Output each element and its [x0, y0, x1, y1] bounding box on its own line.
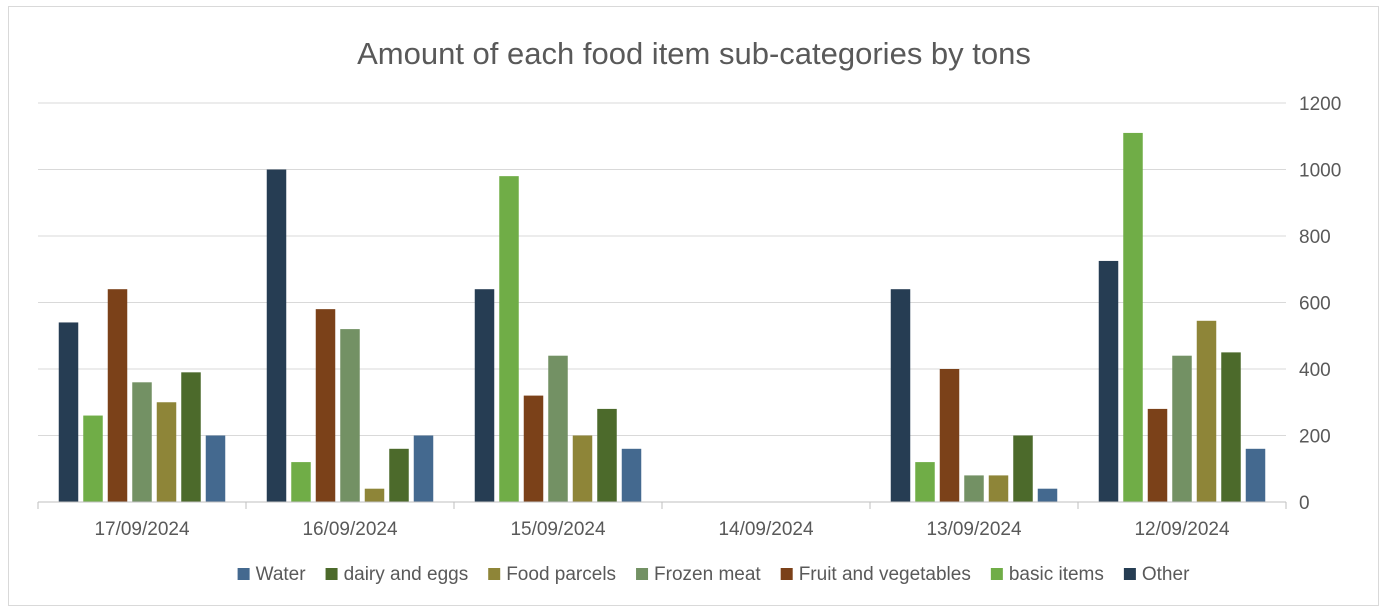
bar-fruit-and-vegetables [939, 369, 960, 502]
bar-fruit-and-vegetables [315, 309, 336, 502]
x-tick-label: 17/09/2024 [94, 519, 190, 540]
x-axis [37, 501, 1287, 509]
bar-other [890, 289, 911, 502]
chart-title: Amount of each food item sub-categories … [357, 36, 1031, 71]
bar-food-parcels [156, 402, 177, 502]
legend-swatch [325, 568, 338, 580]
legend-swatch [636, 568, 649, 580]
legend-label: Fruit and vegetables [799, 564, 971, 585]
y-tick-label: 400 [1299, 360, 1331, 381]
bar-fruit-and-vegetables [107, 289, 128, 502]
bar-dairy-and-eggs [181, 372, 201, 502]
y-tick-label: 800 [1299, 227, 1331, 248]
legend-label: dairy and eggs [344, 564, 469, 585]
bar-frozen-meat [548, 355, 568, 502]
legend-swatch [990, 568, 1003, 580]
legend-swatch [1123, 568, 1136, 580]
bar-other [474, 289, 495, 502]
y-tick-label: 1000 [1299, 161, 1341, 182]
bar-water [205, 435, 226, 502]
y-axis-ticks: 0 200 400 600 800 1000 1200 [1299, 94, 1341, 514]
gridlines [38, 102, 1286, 436]
bar-basic-items [291, 462, 311, 502]
bar-water [1037, 488, 1058, 502]
legend-swatch [237, 568, 250, 580]
legend-swatch [488, 568, 501, 580]
x-axis-ticks: 17/09/2024 16/09/2024 15/09/2024 14/09/2024… [94, 519, 1230, 540]
bar-dairy-and-eggs [389, 448, 409, 502]
bar-food-parcels [364, 488, 385, 502]
legend-label: Frozen meat [654, 564, 761, 585]
x-tick-label: 14/09/2024 [718, 519, 814, 540]
bar-water [621, 448, 642, 502]
bar-other [1098, 260, 1119, 502]
y-tick-label: 200 [1299, 427, 1331, 448]
legend-label: Food parcels [506, 564, 616, 585]
bar-frozen-meat [1172, 355, 1192, 502]
x-tick-label: 15/09/2024 [510, 519, 606, 540]
bar-food-parcels [572, 435, 593, 502]
y-tick-label: 0 [1299, 493, 1310, 514]
x-tick-label: 16/09/2024 [302, 519, 398, 540]
bar-other [266, 169, 287, 502]
bar-fruit-and-vegetables [523, 395, 544, 502]
bar-food-parcels [1196, 320, 1217, 502]
x-tick-label: 12/09/2024 [1134, 519, 1230, 540]
bar-food-parcels [988, 475, 1009, 502]
bar-basic-items [83, 415, 103, 502]
legend-label: basic items [1009, 564, 1104, 585]
bar-basic-items [499, 176, 519, 502]
bar-frozen-meat [340, 329, 360, 502]
bar-other [58, 322, 79, 502]
bar-dairy-and-eggs [1013, 435, 1033, 502]
y-tick-label: 600 [1299, 294, 1331, 315]
bar-basic-items [915, 462, 935, 502]
bar-frozen-meat [132, 382, 152, 502]
legend-swatch [780, 568, 793, 580]
y-tick-label: 1200 [1299, 94, 1341, 115]
legend-label: Water [256, 564, 307, 585]
bar-dairy-and-eggs [1221, 352, 1241, 502]
bar-water [1245, 448, 1266, 502]
chart-frame [8, 6, 1379, 606]
bar-water [413, 435, 434, 502]
bar-basic-items [1123, 132, 1143, 503]
legend-label: Other [1142, 564, 1190, 585]
bar-dairy-and-eggs [597, 408, 617, 502]
x-tick-label: 13/09/2024 [926, 519, 1022, 540]
bars [58, 132, 1266, 503]
bar-frozen-meat [964, 475, 984, 502]
bar-fruit-and-vegetables [1147, 408, 1168, 502]
legend: Water dairy and eggs Food parcels Frozen me… [237, 564, 1190, 585]
